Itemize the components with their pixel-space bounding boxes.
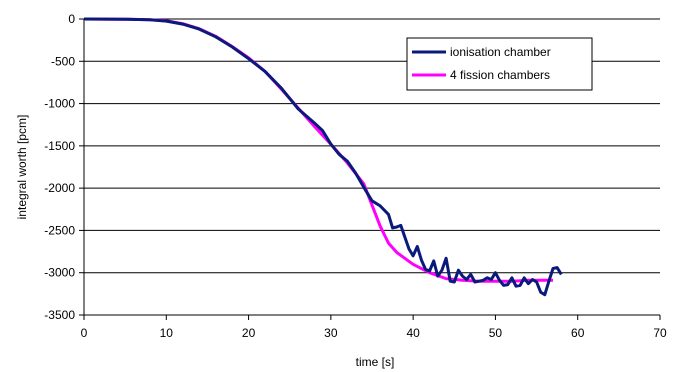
y-axis-title: integral worth [pcm] bbox=[15, 115, 29, 220]
x-tick-label: 40 bbox=[406, 326, 420, 340]
x-axis-title: time [s] bbox=[356, 355, 395, 369]
x-tick-label: 20 bbox=[242, 326, 256, 340]
x-tick-label: 0 bbox=[81, 326, 88, 340]
series-lines bbox=[83, 17, 563, 297]
series-line-ionisation-chamber bbox=[83, 17, 563, 297]
y-tick-label: -500 bbox=[51, 54, 75, 68]
axes bbox=[79, 18, 661, 320]
legend-label-4-fission-chambers: 4 fission chambers bbox=[450, 68, 550, 82]
tick-labels: 0 -500 -1000 -1500 -2000 -2500 -3000 -3500 0 10 20… bbox=[44, 12, 667, 340]
x-tick-label: 50 bbox=[489, 326, 503, 340]
x-tick-label: 30 bbox=[324, 326, 338, 340]
y-tick-label: -3500 bbox=[44, 308, 75, 322]
x-tick-label: 70 bbox=[653, 326, 667, 340]
legend: ionisation chamber 4 fission chambers bbox=[406, 37, 593, 91]
x-tick-label: 60 bbox=[571, 326, 585, 340]
y-tick-label: -3000 bbox=[44, 266, 75, 280]
legend-box bbox=[406, 37, 593, 91]
y-tick-label: -1000 bbox=[44, 97, 75, 111]
x-tick-label: 10 bbox=[160, 326, 174, 340]
y-tick-label: 0 bbox=[68, 12, 75, 26]
y-tick-label: -2000 bbox=[44, 181, 75, 195]
legend-label-ionisation-chamber: ionisation chamber bbox=[450, 45, 551, 59]
y-tick-label: -2500 bbox=[44, 223, 75, 237]
y-tick-label: -1500 bbox=[44, 139, 75, 153]
